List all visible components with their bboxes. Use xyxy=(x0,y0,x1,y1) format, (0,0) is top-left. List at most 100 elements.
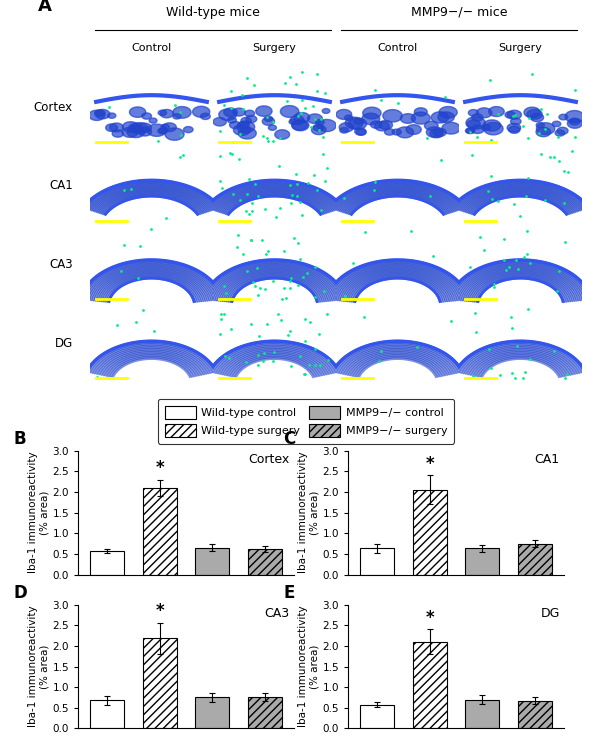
Polygon shape xyxy=(289,119,297,124)
Point xyxy=(523,248,532,260)
Polygon shape xyxy=(371,121,382,128)
Point xyxy=(227,149,236,161)
Point xyxy=(507,367,517,379)
Bar xyxy=(195,698,229,728)
Point xyxy=(523,303,533,315)
Polygon shape xyxy=(439,107,457,118)
Polygon shape xyxy=(292,119,309,131)
Point xyxy=(311,113,320,125)
Point xyxy=(277,294,286,306)
Point xyxy=(316,113,326,125)
Polygon shape xyxy=(355,128,366,135)
Polygon shape xyxy=(219,109,236,120)
Point xyxy=(508,322,517,334)
Text: Surgery: Surgery xyxy=(499,43,542,53)
Point xyxy=(178,149,188,161)
Point xyxy=(261,248,271,260)
Point xyxy=(301,335,310,347)
Point xyxy=(536,103,546,115)
Point xyxy=(521,190,530,202)
Polygon shape xyxy=(227,117,236,123)
Point xyxy=(245,208,254,220)
Point xyxy=(119,184,128,196)
Text: *: * xyxy=(155,602,164,620)
Point xyxy=(554,155,563,167)
Point xyxy=(135,240,145,252)
Point xyxy=(522,225,532,237)
Point xyxy=(428,250,438,262)
Point xyxy=(467,149,476,161)
Polygon shape xyxy=(489,107,504,116)
Polygon shape xyxy=(245,110,254,116)
Point xyxy=(361,226,370,238)
Point xyxy=(559,165,569,177)
Point xyxy=(242,72,252,84)
Point xyxy=(488,193,497,205)
Point xyxy=(226,85,235,97)
Text: Control: Control xyxy=(131,43,172,53)
Point xyxy=(348,258,358,270)
Point xyxy=(369,183,379,195)
Polygon shape xyxy=(262,117,275,125)
Point xyxy=(221,287,230,299)
Point xyxy=(281,77,290,89)
Point xyxy=(273,309,283,321)
Point xyxy=(570,131,580,143)
Point xyxy=(119,240,129,252)
Polygon shape xyxy=(484,120,501,131)
Point xyxy=(298,94,307,106)
Polygon shape xyxy=(163,123,176,131)
Polygon shape xyxy=(471,125,484,134)
Point xyxy=(310,342,319,354)
Polygon shape xyxy=(137,123,151,132)
Polygon shape xyxy=(467,120,481,128)
Polygon shape xyxy=(466,116,485,129)
Point xyxy=(339,192,349,204)
Bar xyxy=(360,704,394,728)
Polygon shape xyxy=(233,125,251,135)
Bar xyxy=(518,701,552,728)
Point xyxy=(215,125,225,137)
Point xyxy=(269,345,279,357)
Polygon shape xyxy=(193,106,210,117)
Point xyxy=(406,225,415,237)
Polygon shape xyxy=(379,121,392,129)
Point xyxy=(268,134,278,146)
Bar xyxy=(248,549,282,575)
Polygon shape xyxy=(472,114,483,121)
Polygon shape xyxy=(322,109,330,113)
Point xyxy=(376,94,385,106)
Point xyxy=(308,101,317,113)
Polygon shape xyxy=(290,116,304,125)
Polygon shape xyxy=(481,125,490,131)
Point xyxy=(244,173,254,185)
Polygon shape xyxy=(292,120,307,130)
Point xyxy=(552,285,562,297)
Point xyxy=(275,131,285,143)
Point xyxy=(486,362,496,374)
Point xyxy=(309,170,319,182)
Point xyxy=(268,355,278,367)
Point xyxy=(320,87,329,99)
Point xyxy=(271,211,281,223)
Point xyxy=(253,359,263,371)
Point xyxy=(506,311,515,323)
Polygon shape xyxy=(129,123,143,132)
Polygon shape xyxy=(433,128,446,137)
Point xyxy=(239,248,248,260)
Polygon shape xyxy=(505,111,515,118)
Y-axis label: Iba-1 immunoreactivity
(% area): Iba-1 immunoreactivity (% area) xyxy=(298,452,320,573)
Polygon shape xyxy=(484,122,503,135)
Point xyxy=(268,275,278,287)
Point xyxy=(465,126,475,138)
Point xyxy=(314,328,323,340)
Point xyxy=(293,237,303,249)
Point xyxy=(235,128,244,140)
Text: *: * xyxy=(425,455,434,473)
Polygon shape xyxy=(524,107,540,118)
Text: MMP9−/− mice: MMP9−/− mice xyxy=(411,6,507,19)
Point xyxy=(242,206,251,218)
Point xyxy=(535,128,544,140)
Point xyxy=(524,131,533,143)
Bar xyxy=(413,641,447,728)
